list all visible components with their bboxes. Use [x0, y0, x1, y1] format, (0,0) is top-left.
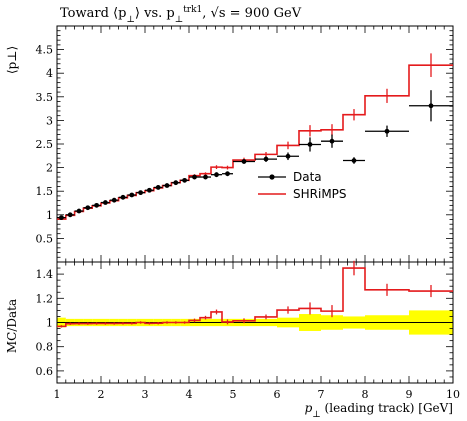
x-tick-label: 5	[230, 388, 237, 401]
main-y-tick-label: 1.5	[36, 185, 54, 198]
data-point	[203, 174, 208, 180]
data-point	[263, 156, 269, 162]
x-tick-label: 2	[98, 388, 105, 401]
ratio-y-tick-label: 1.4	[36, 268, 54, 281]
main-frame	[56, 25, 454, 263]
data-point	[120, 194, 126, 200]
data-point	[192, 174, 197, 180]
main-y-tick-label: 3	[46, 114, 53, 127]
main-y-tick-label: 0.5	[36, 232, 54, 245]
ratio-y-tick-label: 1.2	[36, 292, 54, 305]
ratio-y-axis-label: MC/Data	[5, 299, 19, 353]
data-point	[428, 103, 434, 109]
ratio-panel: 1 2 3 4 5 6 7 8 9 10 0.6 0.8 1 1.2 1.4	[36, 260, 460, 401]
data-point	[129, 192, 135, 198]
data-point	[351, 158, 357, 163]
data-point	[59, 215, 64, 221]
x-tick-label: 10	[446, 388, 460, 401]
data-point	[214, 172, 219, 178]
data-point	[67, 212, 73, 218]
main-y-tick-label: 3.5	[36, 91, 54, 104]
x-tick-label: 3	[142, 388, 149, 401]
data-point	[94, 202, 99, 208]
legend: Data SHRiMPS	[258, 170, 347, 201]
data-point	[329, 138, 335, 144]
ratio-y-tick-label: 0.8	[36, 341, 54, 354]
x-axis-label: p⊥ (leading track) [GeV]	[305, 401, 453, 420]
ratio-y-tick-label: 0.6	[36, 365, 54, 378]
legend-data-marker	[269, 174, 275, 180]
main-y-tick-label: 2.5	[36, 138, 54, 151]
data-point	[182, 177, 188, 183]
legend-shrimps-label: SHRiMPS	[293, 187, 347, 201]
ratio-histogram	[57, 267, 453, 328]
main-y-tick-label: 1	[46, 209, 53, 222]
main-panel: 0.5 1 1.5 2 2.5 3 3.5 4 4.5	[36, 25, 454, 383]
x-tick-label: 9	[406, 388, 413, 401]
data-point	[138, 190, 144, 196]
data-point	[103, 200, 108, 205]
data-point	[225, 171, 230, 177]
data-point	[173, 180, 179, 186]
x-tick-label: 4	[186, 388, 193, 401]
data-point	[285, 153, 291, 159]
data-point	[241, 159, 247, 164]
data-point	[85, 205, 91, 211]
x-tick-label: 1	[54, 388, 61, 401]
main-y-tick-label: 4.5	[36, 44, 54, 57]
data-point	[147, 187, 152, 193]
chart-title: Toward ⟨p⊥⟩ vs. p⊥trk1, √s = 900 GeV	[60, 5, 302, 25]
data-point	[384, 128, 390, 134]
x-tick-label: 8	[362, 388, 369, 401]
ratio-y-tick-label: 1	[46, 317, 53, 330]
main-y-axis-label: ⟨p⊥⟩	[5, 46, 19, 74]
main-y-tick-label: 2	[46, 162, 53, 175]
data-point	[164, 183, 170, 188]
main-y-tick-label: 4	[46, 67, 53, 80]
data-point	[155, 185, 161, 190]
x-tick-label: 7	[318, 388, 325, 401]
shrimps-histogram	[57, 64, 453, 220]
data-point	[111, 197, 117, 203]
legend-data-label: Data	[293, 170, 322, 184]
data-point	[76, 208, 82, 214]
data-point	[307, 142, 313, 147]
x-tick-label: 6	[274, 388, 281, 401]
